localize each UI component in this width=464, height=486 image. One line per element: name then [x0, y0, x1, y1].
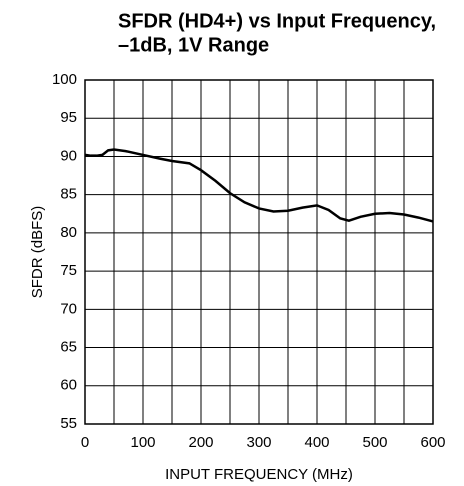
y-tick-label: 90	[60, 147, 77, 164]
x-tick-label: 200	[188, 434, 213, 451]
x-tick-label: 300	[246, 434, 271, 451]
y-tick-label: 95	[60, 109, 77, 126]
y-tick-label: 75	[60, 262, 77, 279]
chart-title: SFDR (HD4+) vs Input Frequency,	[118, 10, 436, 32]
x-tick-label: 100	[130, 434, 155, 451]
y-tick-label: 65	[60, 339, 77, 356]
y-tick-label: 80	[60, 224, 77, 241]
data-line	[84, 148, 434, 223]
plot-frame	[84, 79, 434, 425]
y-tick-label: 70	[60, 300, 77, 317]
y-tick-label: 55	[60, 415, 77, 432]
y-tick-label: 85	[60, 186, 77, 203]
x-axis-label: INPUT FREQUENCY (MHz)	[165, 466, 353, 483]
y-tick-label: 60	[60, 377, 77, 394]
x-tick-label: 0	[81, 434, 89, 451]
x-tick-label: 400	[304, 434, 329, 451]
x-tick-label: 500	[362, 434, 387, 451]
x-tick-label: 600	[420, 434, 445, 451]
chart-title: –1dB, 1V Range	[118, 34, 269, 56]
y-axis-label: SFDR (dBFS)	[29, 206, 46, 299]
y-tick-label: 100	[52, 71, 77, 88]
